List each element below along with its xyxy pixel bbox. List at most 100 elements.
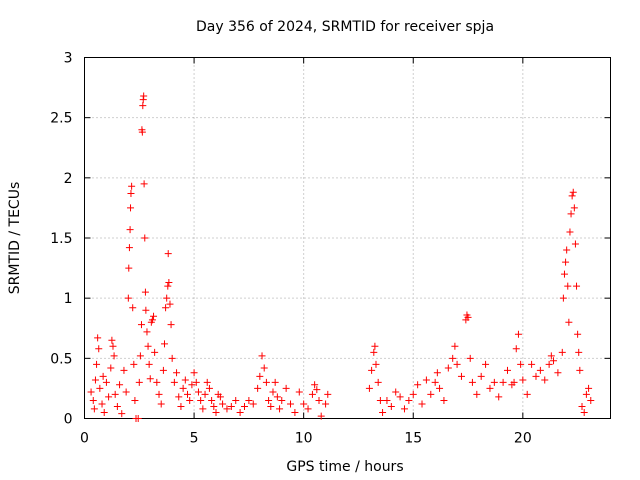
- y-tick-label: 1.5: [50, 231, 72, 247]
- data-point: [585, 384, 593, 392]
- data-point: [130, 360, 138, 368]
- data-point: [142, 306, 150, 314]
- data-point: [208, 396, 216, 404]
- data-point: [451, 342, 459, 350]
- data-point: [300, 400, 308, 408]
- y-tick-label: 2.5: [50, 111, 72, 127]
- data-point: [128, 182, 136, 190]
- data-point: [582, 390, 590, 398]
- data-point: [137, 321, 145, 329]
- data-point: [160, 340, 168, 348]
- data-point: [313, 386, 321, 394]
- data-point: [140, 180, 148, 188]
- data-point: [368, 366, 376, 374]
- data-point: [94, 334, 102, 342]
- data-point: [374, 378, 382, 386]
- data-point: [245, 396, 253, 404]
- data-point: [514, 330, 522, 338]
- data-point: [295, 388, 303, 396]
- data-point: [273, 393, 281, 401]
- data-point: [129, 304, 137, 312]
- y-tick-label: 0.5: [50, 351, 72, 367]
- grid: [84, 57, 611, 419]
- data-point: [365, 384, 373, 392]
- data-point: [431, 378, 439, 386]
- data-point: [490, 378, 498, 386]
- data-point: [311, 381, 319, 389]
- data-point: [155, 390, 163, 398]
- data-point: [567, 210, 575, 218]
- data-point: [392, 388, 400, 396]
- data-point: [550, 357, 558, 365]
- data-point: [528, 360, 536, 368]
- data-point: [134, 415, 142, 422]
- data-point: [564, 282, 572, 290]
- data-point: [532, 372, 540, 380]
- y-tick-label: 0: [64, 412, 73, 428]
- data-point: [473, 390, 481, 398]
- data-point: [93, 360, 101, 368]
- data-point: [482, 360, 490, 368]
- data-point: [495, 393, 503, 401]
- data-point: [260, 364, 268, 372]
- data-point: [223, 405, 231, 413]
- data-point: [216, 393, 224, 401]
- data-point: [125, 244, 133, 252]
- data-point: [139, 102, 147, 110]
- data-point: [110, 352, 118, 360]
- data-point: [436, 384, 444, 392]
- data-point: [240, 402, 248, 410]
- data-point: [99, 372, 107, 380]
- x-tick-label: 15: [404, 431, 422, 447]
- data-point: [126, 226, 134, 234]
- data-point: [168, 354, 176, 362]
- data-point: [477, 372, 485, 380]
- data-point: [210, 402, 218, 410]
- data-point: [186, 396, 194, 404]
- data-point: [107, 364, 115, 372]
- data-point: [157, 400, 165, 408]
- data-point: [376, 396, 384, 404]
- data-point: [165, 279, 173, 287]
- data-point: [254, 384, 262, 392]
- data-point: [427, 390, 435, 398]
- data-point: [170, 378, 178, 386]
- data-point: [162, 304, 170, 312]
- data-point: [580, 408, 588, 416]
- data-point: [109, 342, 117, 350]
- data-point: [164, 282, 172, 290]
- data-point: [418, 400, 426, 408]
- data-point: [278, 396, 286, 404]
- data-point: [265, 396, 273, 404]
- data-point: [554, 369, 562, 377]
- data-point: [258, 352, 266, 360]
- data-point: [565, 318, 573, 326]
- data-point: [141, 234, 149, 242]
- data-point: [125, 264, 133, 272]
- data-point: [499, 378, 507, 386]
- data-point: [173, 369, 181, 377]
- data-point: [304, 405, 312, 413]
- data-point: [116, 381, 124, 389]
- data-point: [560, 270, 568, 278]
- data-point: [559, 294, 567, 302]
- data-point: [433, 369, 441, 377]
- data-point: [486, 384, 494, 392]
- data-point: [453, 360, 461, 368]
- data-point: [166, 300, 174, 308]
- data-point: [570, 204, 578, 212]
- chart-title: Day 356 of 2024, SRMTID for receiver spj…: [196, 19, 494, 35]
- data-point: [153, 378, 161, 386]
- data-point: [181, 376, 189, 384]
- data-point: [536, 366, 544, 374]
- data-point: [503, 366, 511, 374]
- axis-ticks: 0 5 10 15 20 0 0.5 1 1.5 2 2.5 3: [50, 51, 611, 447]
- data-point: [179, 384, 187, 392]
- data-point: [164, 250, 172, 258]
- data-point: [100, 408, 108, 416]
- data-point: [122, 388, 130, 396]
- data-point: [372, 360, 380, 368]
- data-point: [383, 396, 391, 404]
- data-point: [151, 348, 159, 356]
- data-point: [519, 376, 527, 384]
